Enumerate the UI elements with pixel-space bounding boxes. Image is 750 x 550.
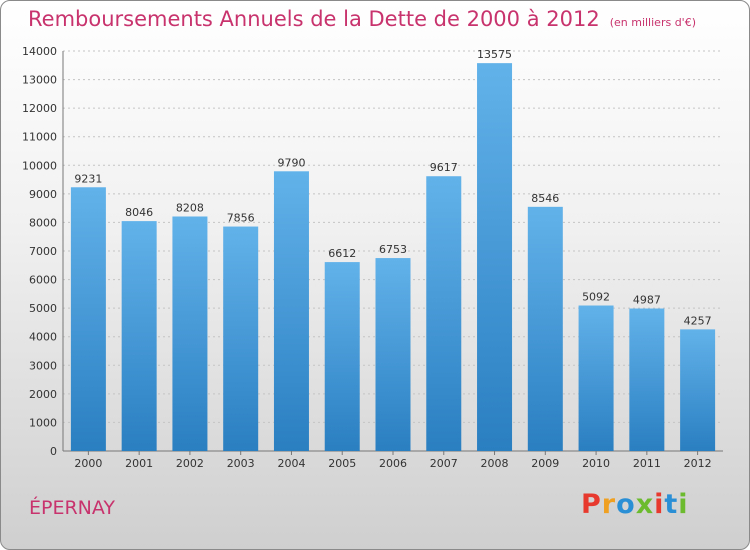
y-tick-label: 2000 [29,388,57,401]
logo-letter-t: t [664,489,679,520]
x-tick-label: 2002 [176,457,204,470]
x-tick-label: 2011 [633,457,661,470]
x-tick-label: 2008 [481,457,509,470]
bar-value-label: 4257 [684,314,712,327]
x-tick-label: 2000 [74,457,102,470]
bar-2003 [223,226,259,451]
bar-value-label: 9231 [74,172,102,185]
bar-value-label: 6612 [328,247,356,260]
bar-2000 [70,187,106,451]
bar-value-label: 9617 [430,161,458,174]
y-tick-label: 6000 [29,274,57,287]
bar-2006 [375,258,411,451]
bar-value-label: 4987 [633,294,661,307]
y-tick-label: 14000 [22,45,57,58]
y-tick-label: 11000 [22,131,57,144]
bar-value-label: 8046 [125,206,153,219]
x-tick-label: 2001 [125,457,153,470]
logo-letter-i2: i [678,489,689,520]
y-tick-label: 13000 [22,74,57,87]
x-tick-label: 2007 [430,457,458,470]
bar-2002 [172,216,208,451]
axes: 0 1000 2000 3000 4000 5000 6000 7000 8000 9000 100… [22,45,723,458]
x-tick-label: 2004 [277,457,305,470]
bar-2005 [324,262,360,451]
bar-2004 [273,171,309,452]
chart-title-text: Remboursements Annuels de la Dette de 20… [28,7,600,31]
proxiti-logo: Proxiti [581,489,689,520]
bar-2009 [527,206,563,451]
logo-letter-i1: i [654,489,665,520]
bar-value-label: 13575 [477,48,512,61]
y-tick-label: 12000 [22,102,57,115]
y-tick-label: 10000 [22,159,57,172]
labels: 9231 2000 8046 2001 8208 2002 7856 2003 9790 2004… [74,48,711,470]
logo-letter-r: r [601,489,617,520]
y-tick-label: 4000 [29,331,57,344]
bar-2012 [680,329,716,451]
x-tick-label: 2005 [328,457,356,470]
bar-value-label: 5092 [582,291,610,304]
bars [70,63,716,452]
city-name: ÉPERNAY [29,497,116,519]
bar-2007 [426,176,462,451]
x-tick-label: 2003 [227,457,255,470]
bar-value-label: 7856 [227,212,255,225]
bar-2008 [477,63,513,452]
x-tick-label: 2010 [582,457,610,470]
bar-value-label: 6753 [379,243,407,256]
logo-letter-x: x [635,489,655,520]
bar-value-label: 9790 [277,156,305,169]
y-tick-label: 9000 [29,188,57,201]
bar-value-label: 8546 [531,192,559,205]
x-tick-label: 2012 [684,457,712,470]
bar-2011 [629,308,665,451]
bar-2001 [121,221,157,451]
chart-subtitle: (en milliers d'€) [609,16,696,29]
y-tick-label: 1000 [29,416,57,429]
y-tick-label: 7000 [29,245,57,258]
y-tick-label: 3000 [29,359,57,372]
logo-letter-o: o [616,489,636,520]
y-tick-label: 5000 [29,302,57,315]
bar-value-label: 8208 [176,201,204,214]
bar-2010 [578,305,614,451]
chart-title: Remboursements Annuels de la Dette de 20… [28,7,696,31]
logo-letter-p: P [581,489,602,520]
y-tick-label: 0 [50,445,57,458]
x-tick-label: 2009 [531,457,559,470]
x-tick-label: 2006 [379,457,407,470]
y-tick-label: 8000 [29,216,57,229]
